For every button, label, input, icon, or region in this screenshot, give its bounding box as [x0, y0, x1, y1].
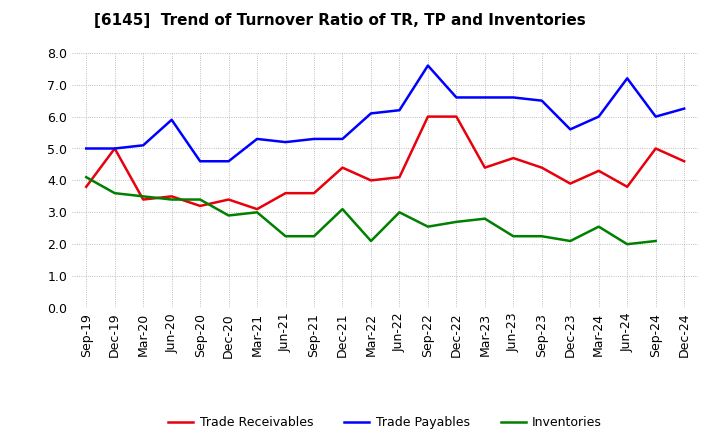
Trade Receivables	[338, 165, 347, 170]
Trade Payables	[225, 159, 233, 164]
Trade Receivables	[139, 197, 148, 202]
Inventories	[652, 238, 660, 244]
Trade Payables	[452, 95, 461, 100]
Trade Payables	[537, 98, 546, 103]
Inventories	[196, 197, 204, 202]
Trade Payables	[480, 95, 489, 100]
Text: [6145]  Trend of Turnover Ratio of TR, TP and Inventories: [6145] Trend of Turnover Ratio of TR, TP…	[94, 13, 585, 28]
Trade Receivables	[366, 178, 375, 183]
Inventories	[566, 238, 575, 244]
Trade Payables	[82, 146, 91, 151]
Line: Trade Receivables: Trade Receivables	[86, 117, 684, 209]
Inventories	[537, 234, 546, 239]
Trade Payables	[310, 136, 318, 142]
Trade Receivables	[282, 191, 290, 196]
Trade Payables	[680, 106, 688, 111]
Trade Receivables	[595, 168, 603, 173]
Inventories	[139, 194, 148, 199]
Inventories	[395, 210, 404, 215]
Trade Receivables	[680, 159, 688, 164]
Inventories	[366, 238, 375, 244]
Trade Receivables	[566, 181, 575, 186]
Trade Receivables	[423, 114, 432, 119]
Line: Inventories: Inventories	[86, 177, 656, 244]
Inventories	[282, 234, 290, 239]
Trade Payables	[595, 114, 603, 119]
Trade Payables	[338, 136, 347, 142]
Trade Receivables	[395, 175, 404, 180]
Trade Payables	[282, 139, 290, 145]
Trade Payables	[366, 111, 375, 116]
Inventories	[82, 175, 91, 180]
Trade Payables	[110, 146, 119, 151]
Trade Receivables	[225, 197, 233, 202]
Trade Payables	[509, 95, 518, 100]
Line: Trade Payables: Trade Payables	[86, 66, 684, 161]
Trade Receivables	[253, 206, 261, 212]
Trade Receivables	[82, 184, 91, 189]
Trade Receivables	[480, 165, 489, 170]
Trade Receivables	[110, 146, 119, 151]
Trade Receivables	[452, 114, 461, 119]
Trade Receivables	[310, 191, 318, 196]
Inventories	[338, 206, 347, 212]
Trade Receivables	[167, 194, 176, 199]
Inventories	[110, 191, 119, 196]
Legend: Trade Receivables, Trade Payables, Inventories: Trade Receivables, Trade Payables, Inven…	[163, 411, 607, 434]
Trade Receivables	[509, 155, 518, 161]
Inventories	[225, 213, 233, 218]
Trade Payables	[395, 107, 404, 113]
Trade Payables	[139, 143, 148, 148]
Trade Payables	[566, 127, 575, 132]
Inventories	[310, 234, 318, 239]
Inventories	[423, 224, 432, 229]
Trade Receivables	[623, 184, 631, 189]
Trade Payables	[623, 76, 631, 81]
Inventories	[253, 210, 261, 215]
Inventories	[509, 234, 518, 239]
Trade Payables	[652, 114, 660, 119]
Trade Receivables	[196, 203, 204, 209]
Inventories	[623, 242, 631, 247]
Trade Payables	[196, 159, 204, 164]
Trade Payables	[423, 63, 432, 68]
Trade Receivables	[537, 165, 546, 170]
Trade Payables	[167, 117, 176, 122]
Inventories	[167, 197, 176, 202]
Inventories	[452, 219, 461, 224]
Trade Payables	[253, 136, 261, 142]
Inventories	[480, 216, 489, 221]
Inventories	[595, 224, 603, 229]
Trade Receivables	[652, 146, 660, 151]
